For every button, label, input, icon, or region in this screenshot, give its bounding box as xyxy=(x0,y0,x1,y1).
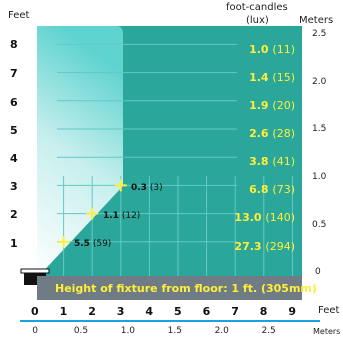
fc-level-3: 1.9 (20) xyxy=(249,99,295,112)
feet-tick-3: 3 xyxy=(10,180,18,193)
bottom-feet-tick: 3 xyxy=(116,305,125,318)
bottom-feet-tick: 5 xyxy=(174,305,182,318)
bottom-meters-unit: Meters xyxy=(313,327,341,336)
meters-tick-1-0: 1.0 xyxy=(312,172,327,182)
bottom-meters-tick: 0 xyxy=(32,326,39,336)
bottom-feet-tick: 8 xyxy=(259,305,268,318)
plot-panel xyxy=(37,26,302,287)
y-left-unit: Feet xyxy=(8,10,30,21)
fc-level-2: 1.4 (15) xyxy=(249,71,295,84)
illuminance-subtitle: (lux) xyxy=(246,15,269,26)
bottom-feet-tick: 0 xyxy=(31,305,39,318)
feet-tick-7: 7 xyxy=(10,67,18,80)
meters-tick-1-5: 1.5 xyxy=(312,124,327,134)
edge-marker-3 xyxy=(57,235,70,248)
illuminance-title: foot-candles xyxy=(226,2,288,13)
fc-level-8: 27.3 (294) xyxy=(234,240,295,253)
fixture-height-title: Height of fixture from floor: 1 ft. (305… xyxy=(55,282,317,295)
fc-level-6: 6.8 (73) xyxy=(249,183,295,196)
bottom-feet-tick: 7 xyxy=(231,305,239,318)
beam-svg xyxy=(37,26,293,287)
light-beam xyxy=(37,26,123,278)
edge-label-2ft: 1.1 (12) xyxy=(103,211,141,221)
bottom-feet-tick: 2 xyxy=(88,305,96,318)
feet-tick-6: 6 xyxy=(10,96,18,109)
fc-level-4: 2.6 (28) xyxy=(249,127,295,140)
bottom-feet-unit: Feet xyxy=(318,305,340,316)
grid-lines xyxy=(57,43,293,287)
edge-marker-1 xyxy=(114,179,127,192)
y-right-unit: Meters xyxy=(299,15,334,26)
fc-level-1: 1.0 (11) xyxy=(249,43,295,56)
meters-tick-0: 0 xyxy=(315,267,321,277)
axis-rule xyxy=(20,320,320,322)
bottom-meters-tick: 2.5 xyxy=(261,326,276,336)
bottom-feet-tick: 4 xyxy=(145,305,154,318)
feet-tick-2: 2 xyxy=(10,208,18,221)
feet-tick-5: 5 xyxy=(10,124,18,137)
edge-label-3ft: 0.3 (3) xyxy=(131,183,163,193)
meters-tick-0-5: 0.5 xyxy=(312,220,327,230)
feet-tick-4: 4 xyxy=(10,152,18,165)
feet-tick-1: 1 xyxy=(10,237,18,250)
bottom-feet-tick: 9 xyxy=(288,305,297,318)
meters-tick-2-0: 2.0 xyxy=(312,77,327,87)
bottom-meters-tick: 2.0 xyxy=(214,326,229,336)
title-band xyxy=(37,276,302,300)
meters-tick-2-5: 2.5 xyxy=(312,29,327,39)
fc-level-7: 13.0 (140) xyxy=(234,211,295,224)
bottom-feet-tick: 1 xyxy=(59,305,68,318)
bottom-meters-tick: 0.5 xyxy=(73,326,89,336)
feet-tick-8: 8 xyxy=(10,38,18,51)
edge-marker-2 xyxy=(86,207,99,220)
bottom-meters-tick: 1.5 xyxy=(167,326,182,336)
bottom-meters-tick: 1.0 xyxy=(120,326,136,336)
edge-label-1ft: 5.5 (59) xyxy=(74,239,112,249)
bottom-feet-tick: 6 xyxy=(202,305,211,318)
fc-level-5: 3.8 (41) xyxy=(249,155,295,168)
